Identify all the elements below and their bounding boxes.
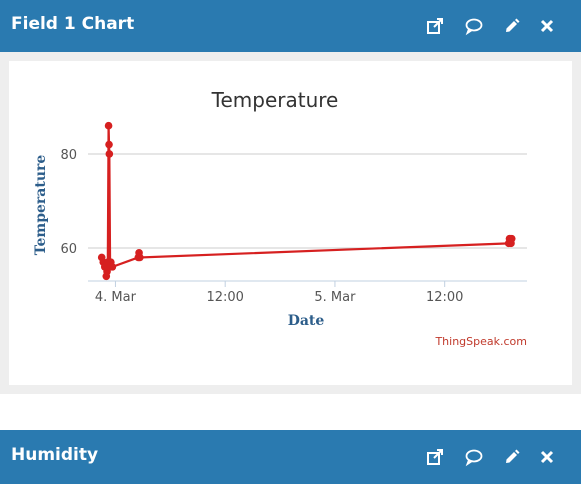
panel-header-field1: Field 1 Chart — [0, 0, 581, 52]
chart-container: 4. Mar 12:00 5. Mar 12:00 60 80 Temperature … — [9, 61, 572, 385]
comment-icon[interactable] — [461, 444, 487, 470]
chart-title: Temperature — [211, 88, 339, 112]
data-point — [105, 150, 114, 158]
data-point — [105, 140, 113, 149]
x-axis-label: Date — [288, 313, 325, 329]
x-tick-label: 12:00 — [426, 290, 463, 305]
series-line — [100, 125, 513, 277]
x-tick-label: 12:00 — [206, 290, 243, 305]
data-point — [108, 263, 117, 271]
x-tick-label: 5. Mar — [314, 290, 356, 305]
x-tick-label: 4. Mar — [95, 290, 137, 305]
panel-header-humidity: Humidity — [0, 430, 581, 484]
panel-title: Field 1 Chart — [11, 14, 135, 34]
data-point — [507, 234, 516, 243]
data-point — [104, 121, 113, 130]
y-axis-label: Temperature — [33, 155, 49, 256]
data-point — [136, 253, 144, 262]
panel-title: Humidity — [11, 445, 99, 465]
y-tick-label: 60 — [60, 242, 77, 257]
close-icon[interactable] — [534, 444, 560, 470]
external-link-icon[interactable] — [422, 444, 448, 470]
close-icon[interactable] — [534, 13, 560, 39]
y-tick-label: 80 — [60, 148, 77, 163]
comment-icon[interactable] — [461, 13, 487, 39]
edit-icon[interactable] — [498, 444, 524, 470]
panel-body-field1: 4. Mar 12:00 5. Mar 12:00 60 80 Temperature … — [0, 52, 581, 394]
external-link-icon[interactable] — [422, 13, 448, 39]
edit-icon[interactable] — [498, 13, 524, 39]
thingspeak-credit-link[interactable]: ThingSpeak.com — [434, 335, 527, 348]
